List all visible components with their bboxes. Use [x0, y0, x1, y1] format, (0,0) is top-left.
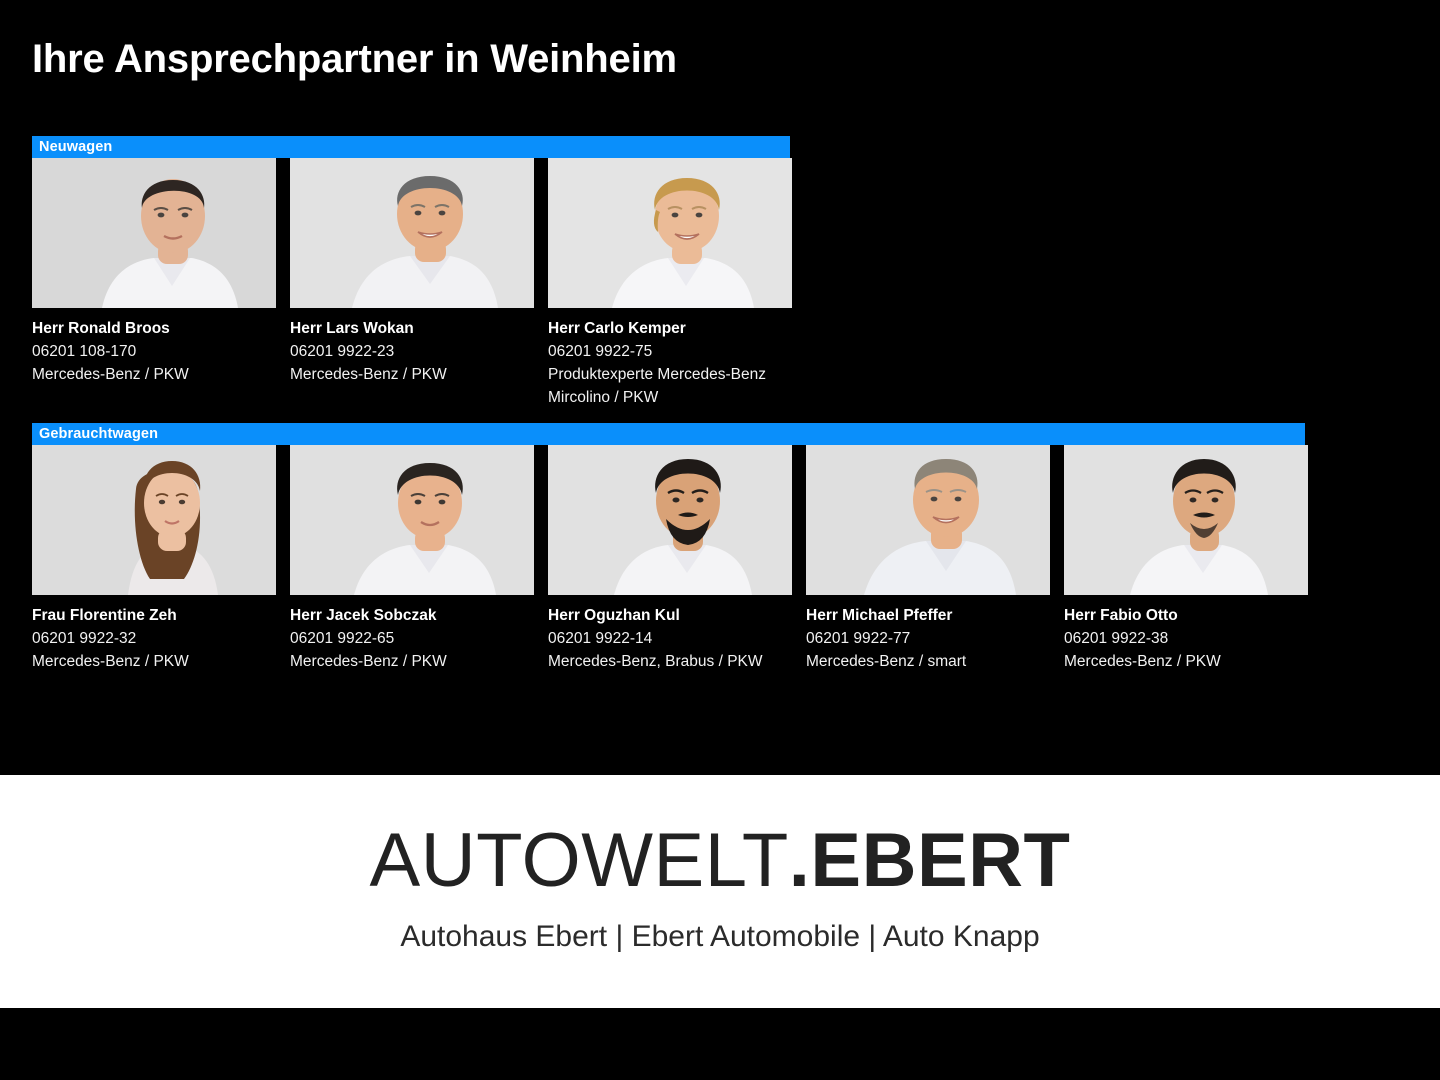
- portrait-oguzhan-kul-icon: [548, 445, 792, 595]
- contact-role: Mercedes-Benz, Brabus / PKW: [548, 653, 763, 670]
- contact-card[interactable]: Herr Fabio Otto 06201 9922-38 Mercedes-B…: [1064, 445, 1308, 673]
- contact-phone[interactable]: 06201 9922-65: [290, 630, 395, 647]
- contact-name: Frau Florentine Zeh: [32, 607, 177, 624]
- contact-card[interactable]: Herr Jacek Sobczak 06201 9922-65 Mercede…: [290, 445, 534, 673]
- contact-phone[interactable]: 06201 9922-23: [290, 343, 395, 360]
- contact-phone[interactable]: 06201 108-170: [32, 343, 137, 360]
- contact-details: Herr Michael Pfeffer 06201 9922-77 Merce…: [806, 595, 1050, 673]
- contacts-panel: Ihre Ansprechpartner in Weinheim Neuwage…: [32, 37, 1308, 673]
- logo-part-autow: AUTOW: [369, 818, 654, 903]
- contact-photo: [806, 445, 1050, 595]
- section-gebrauchtwagen: Gebrauchtwagen: [32, 423, 1305, 445]
- contact-card[interactable]: Herr Lars Wokan 06201 9922-23 Mercedes-B…: [290, 158, 534, 409]
- contact-photo: [1064, 445, 1308, 595]
- brand-tagline: Autohaus Ebert | Ebert Automobile | Auto…: [400, 920, 1040, 953]
- contact-photo: [290, 445, 534, 595]
- contact-details: Herr Fabio Otto 06201 9922-38 Mercedes-B…: [1064, 595, 1308, 673]
- contact-photo: [32, 158, 276, 308]
- contact-details: Herr Lars Wokan 06201 9922-23 Mercedes-B…: [290, 308, 534, 386]
- contact-photo: [32, 445, 276, 595]
- contact-card[interactable]: Frau Florentine Zeh 06201 9922-32 Merced…: [32, 445, 276, 673]
- contact-row-gebrauchtwagen: Frau Florentine Zeh 06201 9922-32 Merced…: [32, 445, 1308, 673]
- portrait-florentine-zeh-icon: [32, 445, 276, 595]
- portrait-lars-wokan-icon: [290, 158, 534, 308]
- contact-phone[interactable]: 06201 9922-32: [32, 630, 137, 647]
- contact-name: Herr Oguzhan Kul: [548, 607, 680, 624]
- contact-card[interactable]: Herr Michael Pfeffer 06201 9922-77 Merce…: [806, 445, 1050, 673]
- contact-role: Mercedes-Benz / PKW: [290, 366, 447, 383]
- contact-role: Mercedes-Benz / smart: [806, 653, 967, 670]
- contact-card[interactable]: Herr Oguzhan Kul 06201 9922-14 Mercedes-…: [548, 445, 792, 673]
- contact-role: Mercedes-Benz / PKW: [1064, 653, 1221, 670]
- contact-name: Herr Michael Pfeffer: [806, 607, 953, 624]
- portrait-jacek-sobczak-icon: [290, 445, 534, 595]
- portrait-carlo-kemper-icon: [548, 158, 792, 308]
- contact-role: Mercedes-Benz / PKW: [32, 366, 189, 383]
- portrait-fabio-otto-icon: [1064, 445, 1308, 595]
- brand-logo-block: AUTOWELT.EBERT Autohaus Ebert | Ebert Au…: [0, 823, 1440, 955]
- contact-photo: [548, 445, 792, 595]
- contact-name: Herr Carlo Kemper: [548, 320, 686, 337]
- contact-details: Herr Jacek Sobczak 06201 9922-65 Mercede…: [290, 595, 534, 673]
- section-banner-gebrauchtwagen: Gebrauchtwagen: [32, 423, 1305, 445]
- bottom-black-strip: [0, 1008, 1440, 1080]
- logo-part-ebert: EBERT: [810, 818, 1071, 903]
- contact-details: Herr Ronald Broos 06201 108-170 Mercedes…: [32, 308, 276, 386]
- section-neuwagen: Neuwagen: [32, 136, 790, 158]
- contact-details: Herr Oguzhan Kul 06201 9922-14 Mercedes-…: [548, 595, 792, 673]
- contact-role: Mercedes-Benz / PKW: [32, 653, 189, 670]
- contact-details: Herr Carlo Kemper 06201 9922-75 Produkte…: [548, 308, 792, 409]
- portrait-ronald-broos-icon: [32, 158, 276, 308]
- contact-photo: [290, 158, 534, 308]
- brand-logo: AUTOWELT.EBERT: [0, 823, 1440, 899]
- contact-name: Herr Jacek Sobczak: [290, 607, 437, 624]
- logo-part-dot: .: [788, 818, 811, 903]
- contact-name: Herr Ronald Broos: [32, 320, 170, 337]
- brand-footer: AUTOWELT.EBERT Autohaus Ebert | Ebert Au…: [0, 775, 1440, 1008]
- contact-role: Mercedes-Benz / PKW: [290, 653, 447, 670]
- contact-card[interactable]: Herr Carlo Kemper 06201 9922-75 Produkte…: [548, 158, 792, 409]
- contact-phone[interactable]: 06201 9922-14: [548, 630, 653, 647]
- contact-name: Herr Fabio Otto: [1064, 607, 1178, 624]
- portrait-michael-pfeffer-icon: [806, 445, 1050, 595]
- contact-photo: [548, 158, 792, 308]
- contact-phone[interactable]: 06201 9922-75: [548, 343, 653, 360]
- page-title: Ihre Ansprechpartner in Weinheim: [32, 37, 677, 81]
- contact-card[interactable]: Herr Ronald Broos 06201 108-170 Mercedes…: [32, 158, 276, 409]
- logo-part-elt: ELT: [653, 818, 789, 903]
- contact-name: Herr Lars Wokan: [290, 320, 414, 337]
- contact-role: Produktexperte Mercedes-Benz Mircolino /…: [548, 366, 766, 406]
- contact-row-neuwagen: Herr Ronald Broos 06201 108-170 Mercedes…: [32, 158, 792, 409]
- contact-phone[interactable]: 06201 9922-38: [1064, 630, 1169, 647]
- contact-phone[interactable]: 06201 9922-77: [806, 630, 911, 647]
- contact-details: Frau Florentine Zeh 06201 9922-32 Merced…: [32, 595, 276, 673]
- section-banner-neuwagen: Neuwagen: [32, 136, 790, 158]
